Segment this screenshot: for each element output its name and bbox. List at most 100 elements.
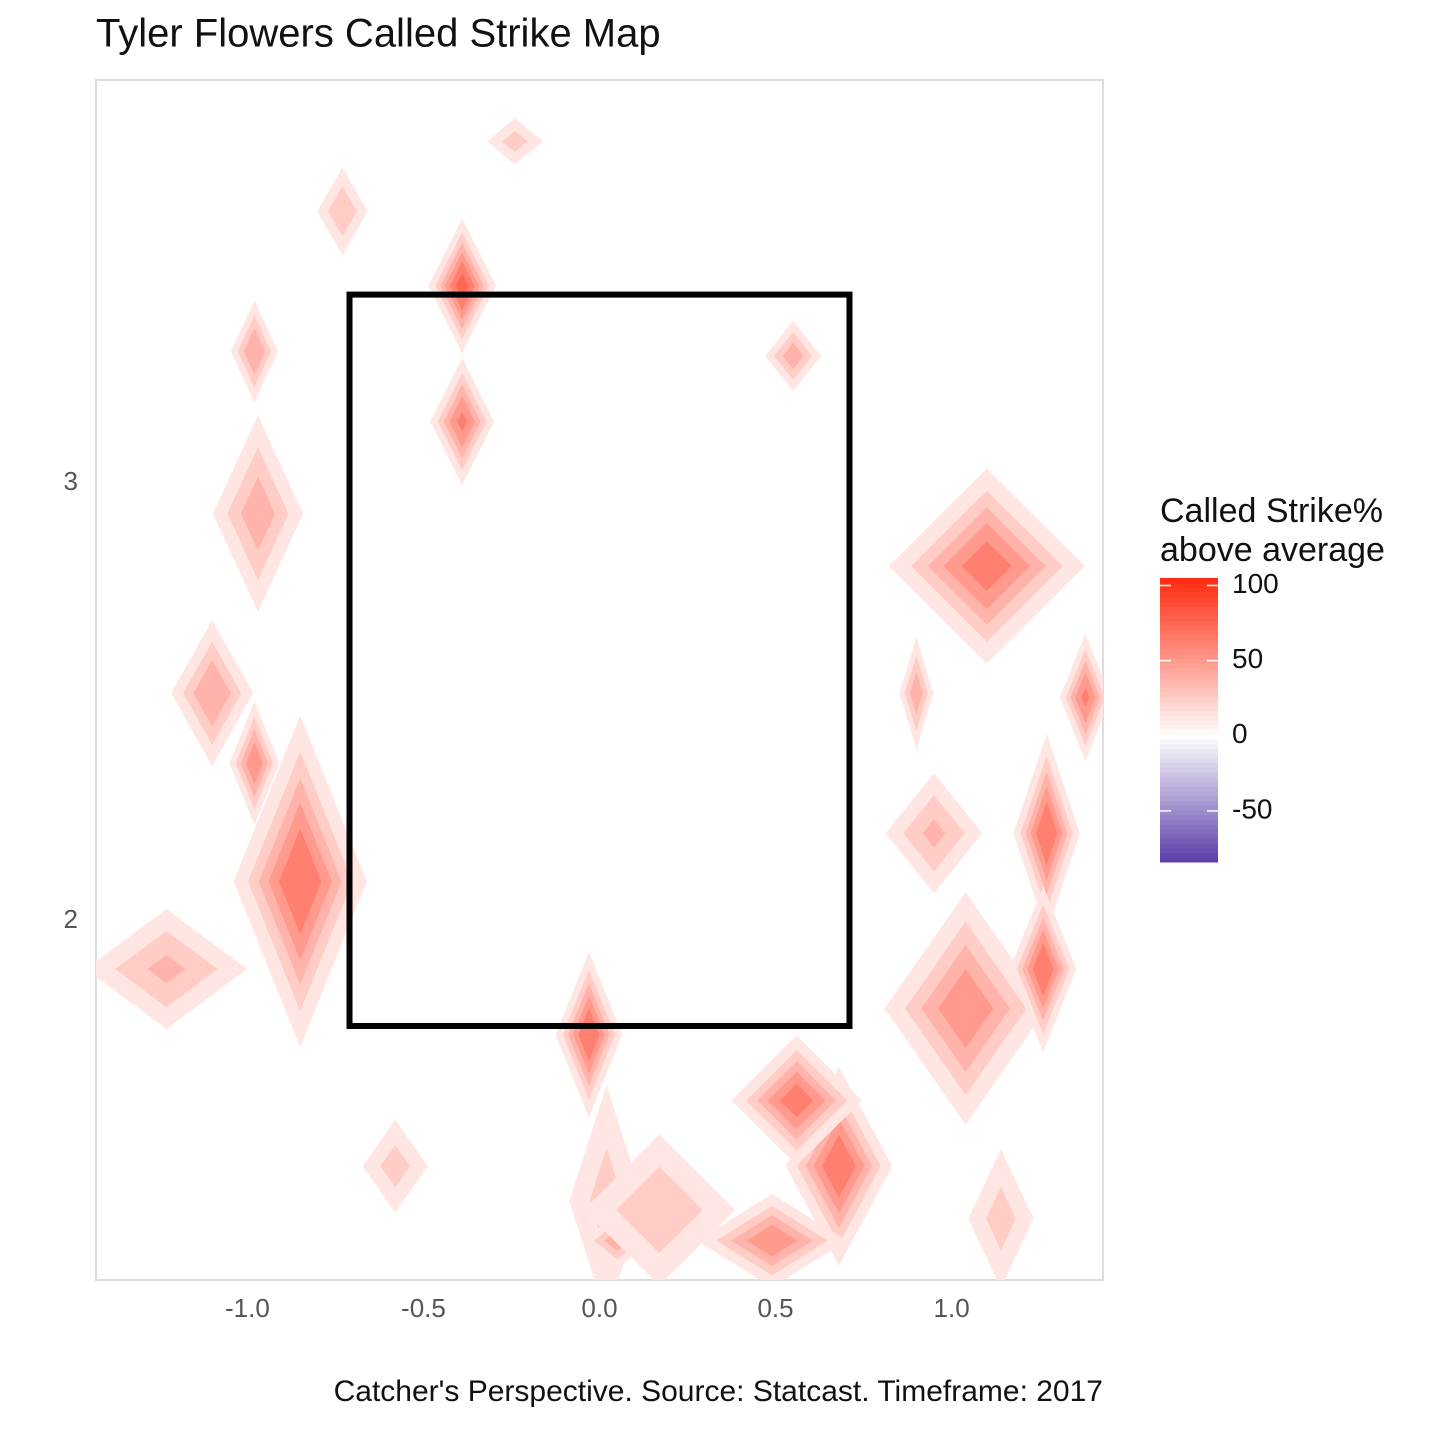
colorbar-segment <box>1160 634 1218 641</box>
x-tick-label: 1.0 <box>934 1293 970 1323</box>
colorbar-segment <box>1160 805 1218 811</box>
contour-band <box>193 659 231 727</box>
colorbar-segment <box>1160 620 1218 626</box>
colorbar-segment <box>1160 824 1218 830</box>
x-tick-label: 0.0 <box>581 1293 617 1323</box>
colorbar-segment <box>1160 601 1218 607</box>
colorbar-segment <box>1160 691 1218 697</box>
contour-band <box>578 1008 600 1062</box>
colorbar-segment <box>1160 833 1218 839</box>
legend-tick-label: 0 <box>1232 718 1248 749</box>
contour-band <box>986 1186 1016 1251</box>
colorbar-segment <box>1160 767 1218 773</box>
colorbar-segment <box>1160 738 1218 745</box>
colorbar-segment <box>1160 828 1218 835</box>
contour-band <box>1032 942 1054 996</box>
contour-band <box>1081 687 1090 708</box>
x-tick-label: -0.5 <box>401 1293 446 1323</box>
colorbar-segment <box>1160 800 1218 806</box>
contour-band <box>1036 801 1058 866</box>
colorbar-segment <box>1160 786 1218 792</box>
contour-band <box>245 742 263 785</box>
contour-band <box>910 671 923 715</box>
colorbar-segment <box>1160 611 1218 617</box>
colorbar-segment <box>1160 672 1218 678</box>
x-tick-label: -1.0 <box>225 1293 270 1323</box>
colorbar-segment <box>1160 696 1218 702</box>
colorbar-segment <box>1160 724 1218 730</box>
colorbar-segment <box>1160 625 1218 631</box>
colorbar-segment <box>1160 682 1218 688</box>
colorbar-segment <box>1160 757 1218 764</box>
contour-band <box>779 1083 814 1118</box>
contour-layer <box>96 118 1103 1280</box>
contour-band <box>961 541 1012 592</box>
contour-band <box>938 968 994 1049</box>
colorbar-segment <box>1160 857 1218 863</box>
colorbar-segment <box>1160 639 1218 645</box>
contour-band <box>243 328 266 375</box>
colorbar-segment <box>1160 596 1218 603</box>
colorbar-segment <box>1160 658 1218 664</box>
legend-title: above average <box>1160 531 1385 569</box>
colorbar-segment <box>1160 644 1218 650</box>
colorbar-segment <box>1160 776 1218 783</box>
colorbar-segment <box>1160 819 1218 825</box>
colorbar-segment <box>1160 743 1218 749</box>
colorbar-segment <box>1160 578 1218 584</box>
colorbar-segment <box>1160 649 1218 655</box>
colorbar-segment <box>1160 734 1218 740</box>
contour-band <box>821 1134 856 1198</box>
colorbar-segment <box>1160 809 1218 816</box>
colorbar-segment <box>1160 653 1218 659</box>
colorbar-segment <box>1160 814 1218 820</box>
contour-band <box>502 130 528 152</box>
contour-band <box>380 1144 411 1188</box>
colorbar-segment <box>1160 748 1218 754</box>
y-tick-label: 2 <box>64 904 78 934</box>
colorbar-segment <box>1160 701 1218 707</box>
colorbar-segment <box>1160 587 1218 593</box>
colorbar-segment <box>1160 795 1218 801</box>
colorbar-segment <box>1160 772 1218 778</box>
strike-zone <box>346 291 853 1029</box>
contour-band <box>147 954 186 984</box>
colorbar-segment <box>1160 582 1218 588</box>
contour-band <box>328 186 357 237</box>
contour-band <box>240 476 275 551</box>
colorbar-segment <box>1160 686 1218 693</box>
colorbar-segment <box>1160 677 1218 683</box>
colorbar-segment <box>1160 729 1218 735</box>
colorbar-segment <box>1160 847 1218 854</box>
colorbar-segment <box>1160 791 1218 797</box>
colorbar-segment <box>1160 762 1218 768</box>
colorbar-segment <box>1160 615 1218 622</box>
colorbar-segment <box>1160 720 1218 726</box>
contour-band <box>922 819 946 848</box>
legend-tick-label: 50 <box>1232 643 1263 674</box>
legend-tick-label: -50 <box>1232 793 1272 824</box>
colorbar-segment <box>1160 592 1218 598</box>
colorbar-segment <box>1160 705 1218 712</box>
colorbar-segment <box>1160 606 1218 612</box>
colorbar-segment <box>1160 843 1218 849</box>
contour-band <box>746 1224 798 1257</box>
colorbar-segment <box>1160 838 1218 844</box>
contour-band <box>616 1166 703 1254</box>
colorbar-segment <box>1160 852 1218 858</box>
colorbar-segment <box>1160 715 1218 721</box>
colorbar-segment <box>1160 710 1218 716</box>
colorbar-segment <box>1160 781 1218 787</box>
y-tick-label: 3 <box>64 466 78 496</box>
chart-title: Tyler Flowers Called Strike Map <box>96 12 661 56</box>
legend-tick-label: 100 <box>1232 568 1279 599</box>
colorbar-segment <box>1160 663 1218 669</box>
contour-band <box>457 411 468 432</box>
contour-band <box>278 828 322 935</box>
colorbar-segment <box>1160 630 1218 636</box>
caption: Catcher's Perspective. Source: Statcast.… <box>334 1375 1103 1408</box>
colorbar-segment <box>1160 753 1218 759</box>
x-tick-label: 0.5 <box>757 1293 793 1323</box>
colorbar-segment <box>1160 667 1218 674</box>
